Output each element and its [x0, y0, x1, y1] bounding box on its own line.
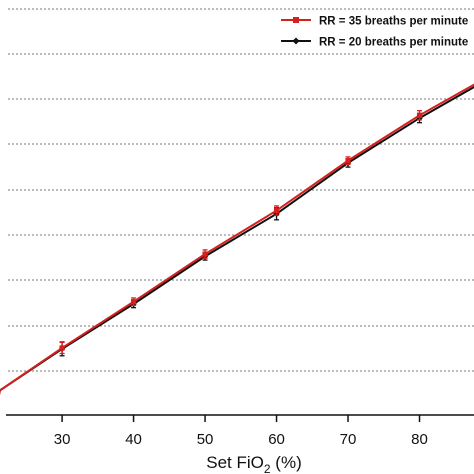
- x-tick-label: 60: [268, 431, 285, 448]
- series-1: [0, 83, 474, 395]
- x-tick-label: 80: [411, 431, 428, 448]
- x-tick-label: 70: [340, 431, 357, 448]
- legend-item-1: RR = 35 breaths per minute: [281, 16, 468, 28]
- horizontal-gridlines: [8, 8, 474, 372]
- x-axis-title-subscript: 2: [264, 462, 271, 474]
- x-axis-title: Set FiO2 (%): [206, 453, 301, 474]
- data-point: [345, 158, 351, 164]
- x-axis-title-suffix: (%): [271, 453, 302, 472]
- data-point: [130, 299, 137, 305]
- data-point: [59, 345, 65, 351]
- series-layer: [0, 83, 474, 395]
- data-point: [273, 207, 280, 214]
- x-tick-label: 30: [54, 431, 71, 448]
- data-point: [416, 112, 423, 118]
- x-axis-title-prefix: Set FiO: [206, 453, 264, 472]
- x-tick-label: 40: [125, 431, 142, 448]
- legend: RR = 35 breaths per minute RR = 20 breath…: [281, 16, 468, 49]
- legend-marker: [292, 37, 300, 45]
- legend-item-2: RR = 20 breaths per minute: [281, 37, 468, 49]
- legend-marker: [293, 17, 299, 23]
- legend-label: RR = 20 breaths per minute: [319, 37, 468, 49]
- x-axis-ticks: 20304050607080: [54, 415, 428, 448]
- x-tick-label: 50: [197, 431, 214, 448]
- data-point: [202, 251, 208, 257]
- series-line: [0, 83, 474, 392]
- legend-label: RR = 35 breaths per minute: [319, 16, 468, 28]
